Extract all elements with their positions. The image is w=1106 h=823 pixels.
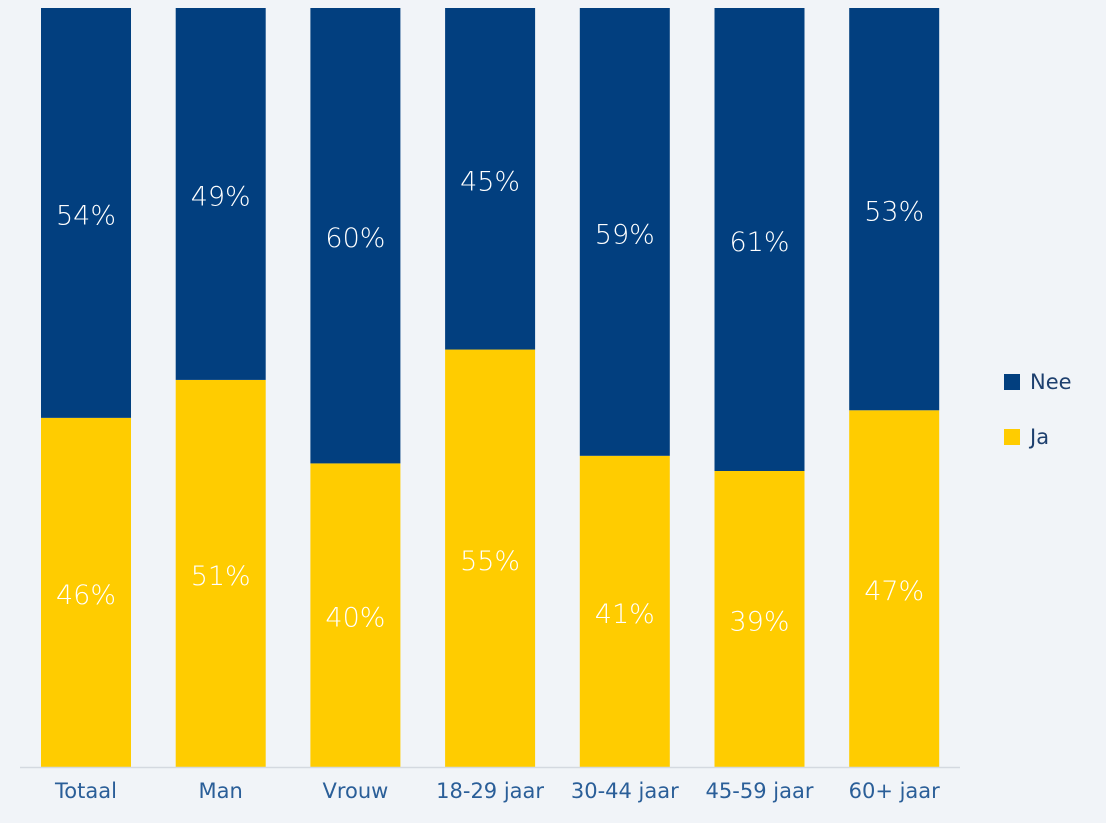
bar-segment: [175, 8, 266, 380]
x-tick-label: Totaal: [54, 779, 117, 803]
value-label: 61%: [729, 227, 789, 258]
value-label: 53%: [864, 197, 924, 228]
value-label: 40%: [325, 603, 385, 634]
bar-segment: [310, 463, 401, 767]
bar-segment: [714, 470, 805, 767]
x-tick-label: Vrouw: [322, 779, 388, 803]
legend-swatch: [1004, 374, 1020, 390]
x-tick-label: 18-29 jaar: [436, 779, 544, 803]
value-label: 54%: [56, 200, 116, 231]
value-label: 45%: [460, 166, 520, 197]
bar-segment: [849, 410, 940, 767]
bar-segment: [41, 8, 131, 418]
value-label: 60%: [325, 223, 385, 254]
bar-segment: [41, 417, 131, 767]
value-label: 39%: [729, 606, 789, 637]
bar-segment: [445, 8, 536, 350]
x-tick-label: 45-59 jaar: [706, 779, 814, 803]
x-tick-label: Man: [199, 779, 243, 803]
bar-segment: [310, 8, 401, 464]
value-label: 51%: [191, 561, 251, 592]
x-tick-label: 30-44 jaar: [571, 779, 679, 803]
value-label: 49%: [191, 181, 251, 212]
bar-segment: [714, 8, 805, 471]
value-label: 41%: [595, 599, 655, 630]
value-label: 59%: [595, 219, 655, 250]
bar-segment: [579, 8, 670, 456]
bar-segment: [849, 8, 940, 411]
bar-segment: [579, 455, 670, 767]
value-label: 46%: [56, 580, 116, 611]
bar-segment: [445, 349, 536, 767]
value-label: 47%: [864, 576, 924, 607]
x-tick-label: 60+ jaar: [849, 779, 941, 803]
bar-segment: [175, 379, 266, 767]
legend-label: Ja: [1028, 425, 1049, 449]
value-label: 55%: [460, 546, 520, 577]
legend-label: Nee: [1030, 370, 1072, 394]
legend-swatch: [1004, 429, 1020, 445]
